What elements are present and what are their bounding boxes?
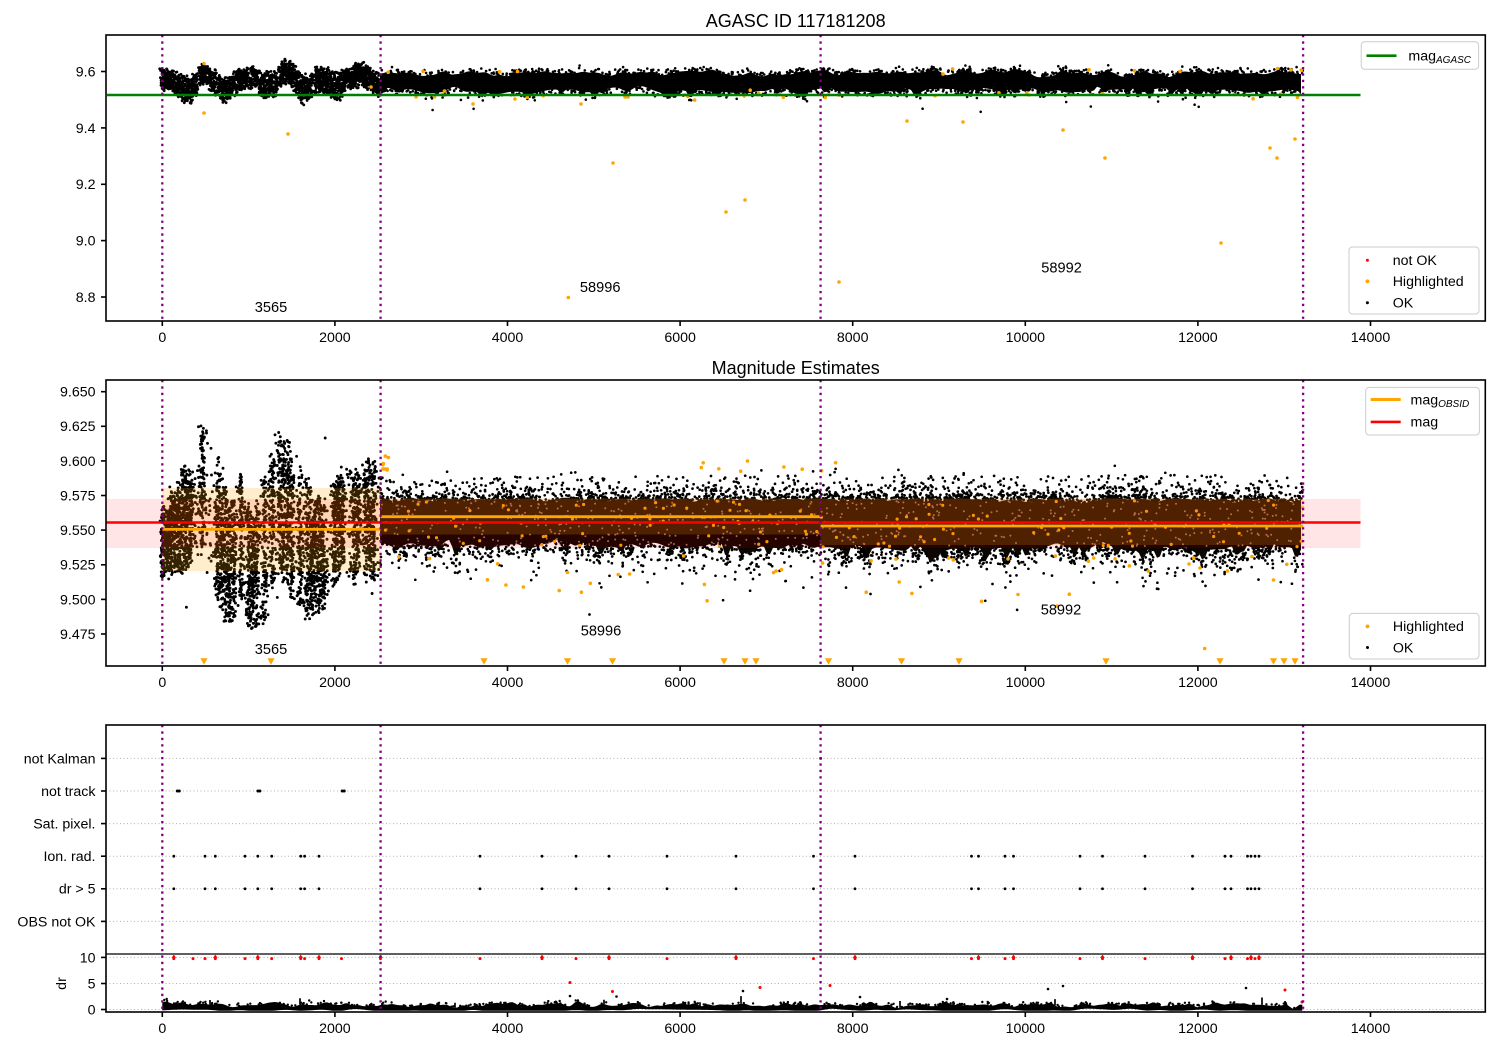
svg-text:Sat. pixel.: Sat. pixel. — [33, 817, 95, 833]
svg-text:9.525: 9.525 — [60, 558, 96, 574]
svg-text:10: 10 — [80, 950, 96, 966]
svg-text:12000: 12000 — [1178, 330, 1218, 346]
svg-text:not Kalman: not Kalman — [24, 751, 96, 767]
svg-text:2000: 2000 — [319, 1021, 351, 1037]
svg-text:0: 0 — [158, 330, 166, 346]
svg-text:dr > 5: dr > 5 — [59, 882, 96, 898]
svg-text:9.4: 9.4 — [76, 121, 96, 137]
svg-text:10000: 10000 — [1006, 675, 1046, 691]
svg-text:2000: 2000 — [319, 330, 351, 346]
svg-text:OBS not OK: OBS not OK — [17, 914, 96, 930]
svg-text:6000: 6000 — [664, 1021, 696, 1037]
svg-text:12000: 12000 — [1178, 1021, 1218, 1037]
svg-text:14000: 14000 — [1351, 1021, 1391, 1037]
svg-text:14000: 14000 — [1351, 675, 1391, 691]
svg-text:0: 0 — [158, 1021, 166, 1037]
svg-text:4000: 4000 — [492, 1021, 524, 1037]
svg-text:0: 0 — [88, 1002, 96, 1018]
svg-text:dr: dr — [54, 977, 70, 990]
svg-text:58996: 58996 — [580, 280, 621, 296]
svg-text:mag: mag — [1411, 415, 1439, 431]
svg-text:9.0: 9.0 — [76, 234, 96, 250]
svg-text:4000: 4000 — [492, 330, 524, 346]
svg-text:9.600: 9.600 — [60, 454, 96, 470]
svg-text:58992: 58992 — [1041, 603, 1082, 619]
svg-text:Highlighted: Highlighted — [1393, 619, 1464, 635]
svg-text:10000: 10000 — [1006, 330, 1046, 346]
svg-text:not track: not track — [41, 784, 96, 800]
svg-text:8000: 8000 — [837, 1021, 869, 1037]
svg-text:10000: 10000 — [1006, 1021, 1046, 1037]
svg-text:OK: OK — [1393, 296, 1414, 312]
svg-text:6000: 6000 — [664, 675, 696, 691]
svg-text:8000: 8000 — [837, 330, 869, 346]
svg-text:14000: 14000 — [1351, 330, 1391, 346]
svg-text:8.8: 8.8 — [76, 290, 96, 306]
svg-text:not OK: not OK — [1393, 253, 1438, 269]
svg-text:Ion. rad.: Ion. rad. — [43, 849, 95, 865]
svg-text:9.2: 9.2 — [76, 177, 96, 193]
svg-text:OK: OK — [1393, 640, 1414, 656]
svg-text:Highlighted: Highlighted — [1393, 274, 1464, 290]
svg-text:9.550: 9.550 — [60, 523, 96, 539]
svg-text:5: 5 — [88, 976, 96, 992]
svg-text:3565: 3565 — [255, 642, 287, 658]
svg-text:9.650: 9.650 — [60, 385, 96, 401]
svg-text:3565: 3565 — [255, 300, 287, 316]
svg-text:AGASC ID 117181208: AGASC ID 117181208 — [706, 11, 886, 31]
svg-text:58996: 58996 — [581, 624, 622, 640]
svg-text:9.475: 9.475 — [60, 627, 96, 643]
svg-text:4000: 4000 — [492, 675, 524, 691]
svg-text:Magnitude Estimates: Magnitude Estimates — [712, 358, 880, 378]
svg-text:0: 0 — [158, 675, 166, 691]
svg-text:9.625: 9.625 — [60, 419, 96, 435]
svg-text:12000: 12000 — [1178, 675, 1218, 691]
svg-text:9.6: 9.6 — [76, 64, 96, 80]
svg-text:9.575: 9.575 — [60, 488, 96, 504]
svg-text:8000: 8000 — [837, 675, 869, 691]
svg-text:58992: 58992 — [1041, 261, 1082, 277]
svg-text:9.500: 9.500 — [60, 592, 96, 608]
svg-text:6000: 6000 — [664, 330, 696, 346]
svg-text:2000: 2000 — [319, 675, 351, 691]
